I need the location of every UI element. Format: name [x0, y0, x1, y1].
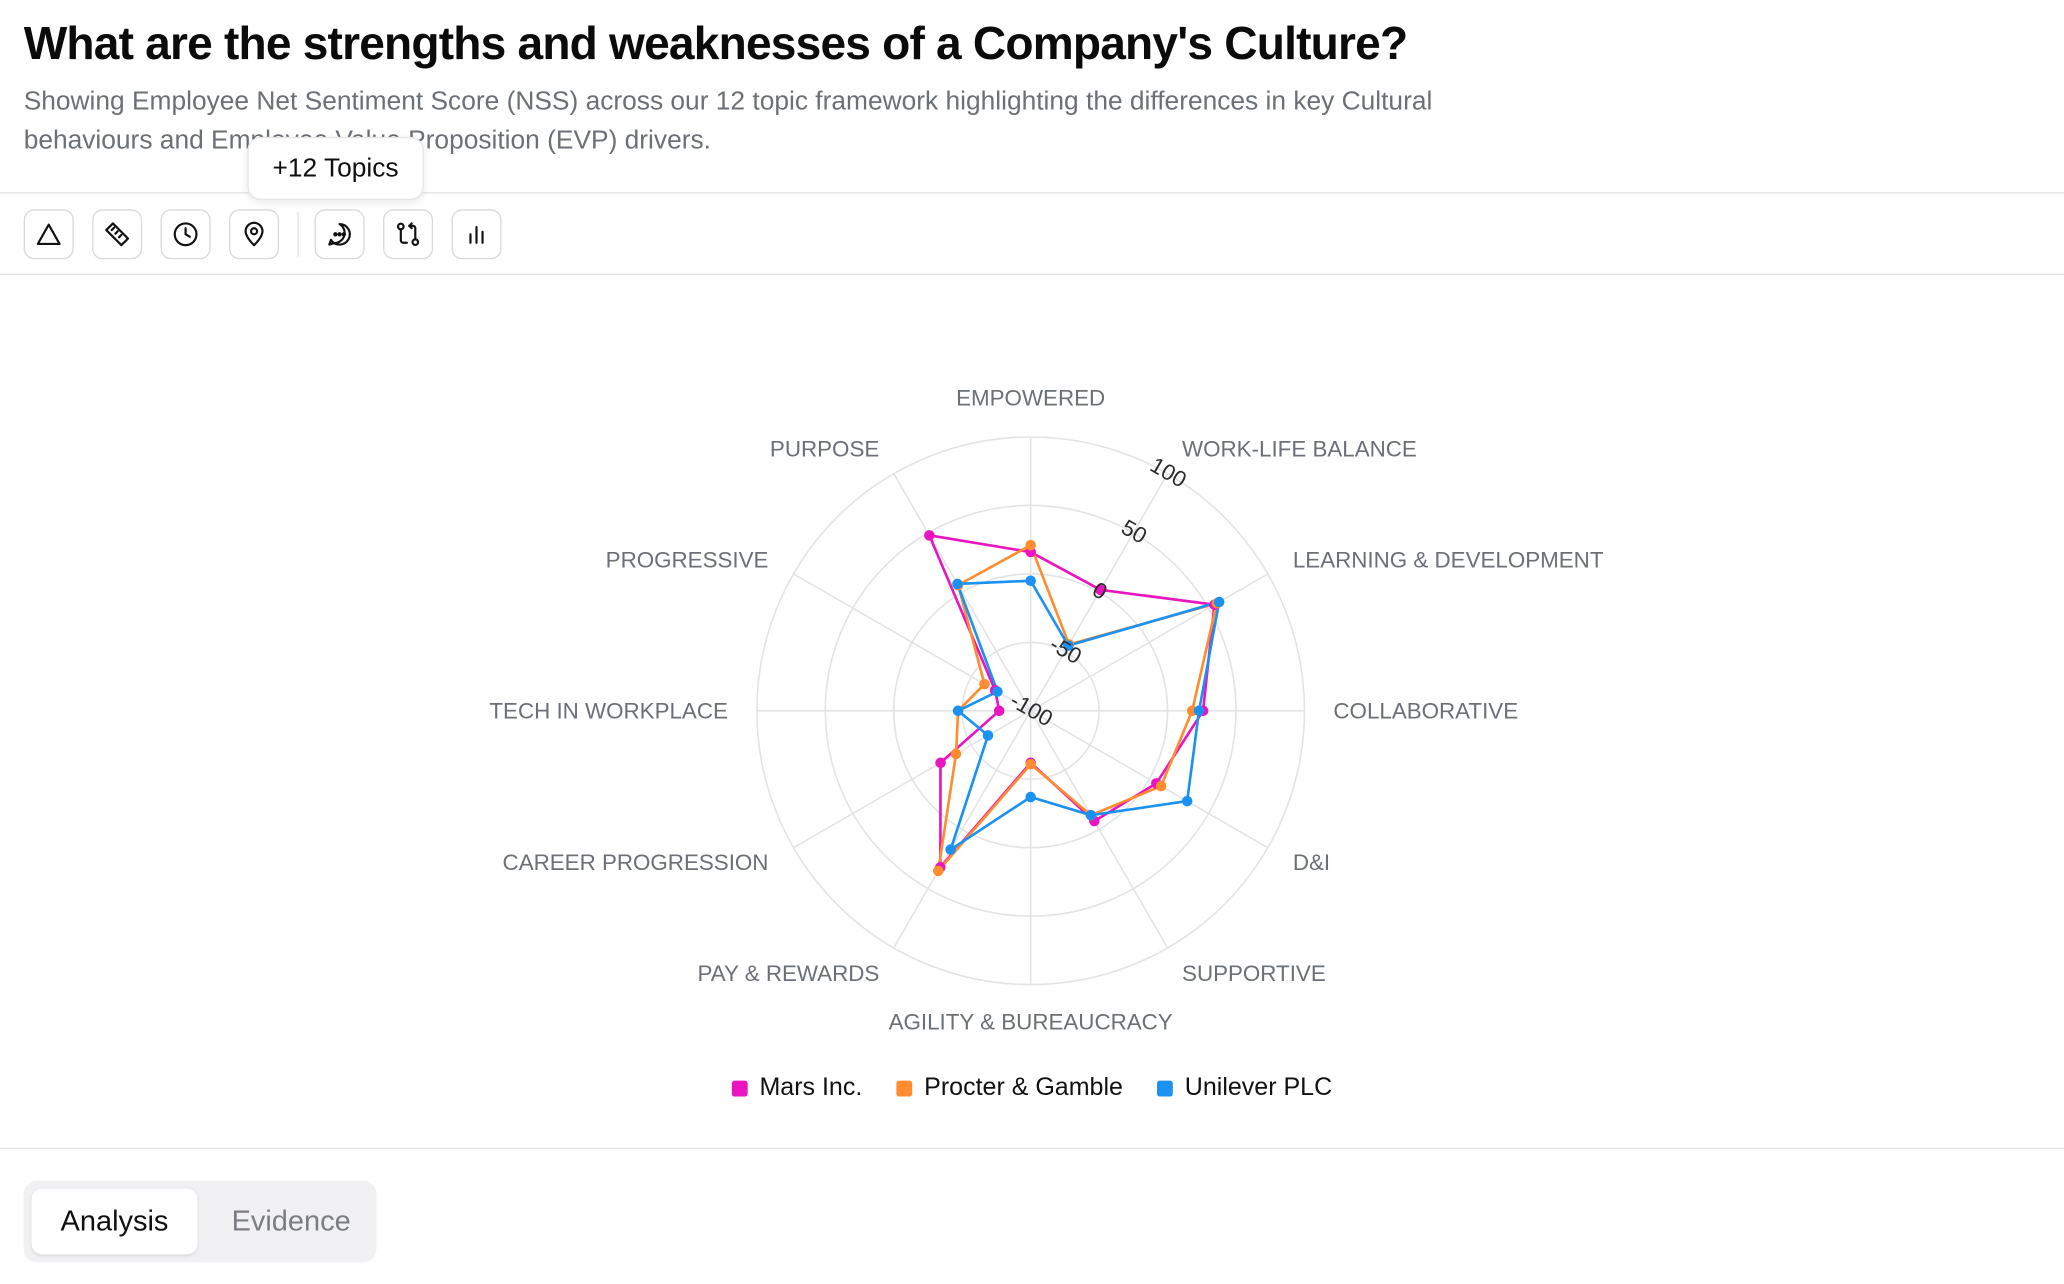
data-point[interactable] — [1193, 705, 1205, 717]
data-point[interactable] — [1155, 780, 1167, 792]
clock-icon — [173, 222, 198, 247]
legend-label: Mars Inc. — [759, 1074, 863, 1102]
axis-label: SUPPORTIVE — [1182, 961, 1326, 986]
axis-label: PAY & REWARDS — [697, 961, 879, 986]
data-point[interactable] — [1095, 584, 1106, 596]
legend-item[interactable]: Procter & Gamble — [896, 1074, 1123, 1103]
axis-label: COLLABORATIVE — [1333, 699, 1518, 724]
legend-item[interactable]: Mars Inc. — [731, 1074, 863, 1103]
grid-spoke — [1030, 573, 1269, 712]
axis-label: LEARNING & DEVELOPMENT — [1293, 547, 1604, 572]
clock-button[interactable] — [160, 209, 211, 260]
data-point[interactable] — [1025, 575, 1036, 587]
view-tabs: Analysis Evidence — [23, 1180, 377, 1263]
tab-analysis[interactable]: Analysis — [31, 1188, 198, 1255]
page-subtitle: Showing Employee Net Sentiment Score (NS… — [23, 86, 1433, 156]
ruler-icon — [105, 222, 130, 247]
data-point[interactable] — [1085, 809, 1097, 821]
data-point[interactable] — [1181, 795, 1193, 807]
message-circle-icon — [328, 222, 351, 246]
legend-label: Unilever PLC — [1184, 1074, 1333, 1102]
data-point[interactable] — [945, 844, 956, 855]
data-point[interactable] — [952, 578, 963, 590]
ruler-button[interactable] — [92, 209, 143, 260]
divider-toolbar — [0, 273, 2064, 276]
radar-axis-labels: EMPOWERED WORK-LIFE BALANCE LEARNING & DEV… — [489, 385, 1603, 1034]
triangle-button[interactable] — [23, 209, 74, 260]
axis-label: D&I — [1293, 850, 1330, 875]
data-point[interactable] — [982, 730, 994, 741]
grid-spoke — [793, 710, 1032, 849]
data-point[interactable] — [993, 705, 1005, 717]
bar-chart-button[interactable] — [451, 209, 502, 260]
legend-label: Procter & Gamble — [924, 1074, 1123, 1102]
axis-label: TECH IN WORKPLACE — [489, 699, 728, 724]
data-point[interactable] — [952, 705, 964, 717]
legend-swatch — [896, 1080, 913, 1097]
data-point[interactable] — [1025, 791, 1036, 803]
data-point[interactable] — [924, 530, 935, 541]
radar-grid — [756, 436, 1306, 986]
data-point[interactable] — [932, 865, 944, 877]
tick-label: 50 — [1117, 515, 1151, 549]
data-point[interactable] — [1063, 640, 1074, 651]
data-point[interactable] — [1025, 539, 1036, 551]
data-point[interactable] — [1213, 596, 1225, 608]
data-point[interactable] — [992, 686, 1003, 697]
toolbar-separator — [297, 211, 299, 257]
tab-evidence[interactable]: Evidence — [231, 1204, 351, 1238]
page-title: What are the strengths and weaknesses of… — [23, 18, 1408, 70]
comments-button[interactable] — [314, 209, 365, 260]
divider-top — [0, 192, 2064, 194]
radar-chart: EMPOWERED WORK-LIFE BALANCE LEARNING & DEV… — [489, 385, 1603, 1034]
legend-item[interactable]: Unilever PLC — [1157, 1074, 1332, 1103]
axis-label: AGILITY & BUREAUCRACY — [889, 1009, 1173, 1034]
triangle-icon — [36, 223, 61, 246]
topics-tooltip: +12 Topics — [247, 136, 424, 201]
tick-label: -100 — [1006, 687, 1057, 731]
compare-button[interactable] — [383, 209, 434, 260]
map-pin-icon — [244, 221, 264, 247]
legend-swatch — [1157, 1080, 1173, 1097]
axis-label: EMPOWERED — [956, 385, 1105, 410]
axis-label: CAREER PROGRESSION — [503, 850, 769, 875]
data-point[interactable] — [935, 757, 946, 769]
axis-label: WORK-LIFE BALANCE — [1182, 436, 1417, 461]
axis-label: PURPOSE — [770, 436, 879, 461]
data-point[interactable] — [1025, 758, 1036, 770]
series-line — [927, 534, 1216, 869]
grid-spoke — [893, 473, 1032, 712]
chart-legend: Mars Inc. Procter & Gamble Unilever PLC — [0, 1074, 2064, 1103]
bar-chart-icon — [469, 225, 484, 244]
map-pin-button[interactable] — [229, 209, 280, 260]
data-point[interactable] — [979, 678, 990, 690]
grid-spoke — [893, 710, 1032, 949]
series-line — [936, 543, 1219, 873]
radar-series — [924, 530, 1225, 877]
compare-icon — [396, 222, 420, 247]
divider-bottom — [0, 1147, 2064, 1150]
data-point[interactable] — [950, 748, 962, 760]
grid-spoke — [1029, 710, 1169, 949]
grid-spoke — [1030, 710, 1269, 849]
axis-label: PROGRESSIVE — [606, 547, 769, 572]
legend-swatch — [731, 1080, 748, 1097]
